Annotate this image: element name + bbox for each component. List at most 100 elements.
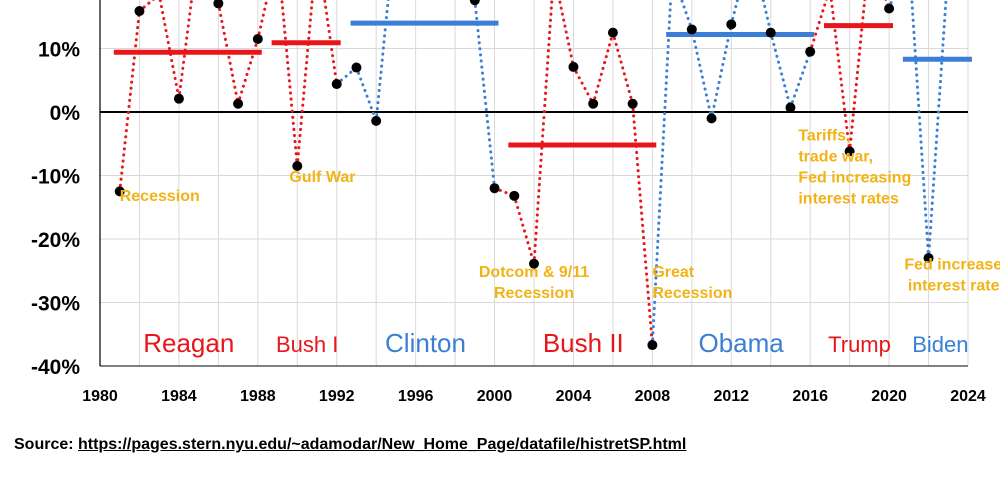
annotation-line: Recession — [652, 285, 732, 302]
return-segment — [177, 0, 194, 101]
return-segment — [473, 0, 497, 190]
return-point-1988 — [252, 33, 263, 44]
president-labels: Reagan Bush I Clinton Bush II Obama Trump Bide… — [143, 328, 968, 358]
annotation-text: Recession — [120, 188, 200, 205]
return-segment — [354, 66, 378, 123]
annotation-text: Fed increased interest rates — [904, 256, 1000, 294]
source-line: Source: https://pages.stern.nyu.edu/~ada… — [14, 436, 686, 454]
return-point-2008 — [647, 340, 658, 351]
return-segment — [280, 0, 299, 168]
annotation-text: Dotcom & 9/11 Recession — [479, 264, 589, 302]
return-point-1986 — [213, 0, 224, 9]
source-link[interactable]: https://pages.stern.nyu.edu/~adamodar/Ne… — [78, 436, 687, 453]
return-segment — [690, 27, 714, 120]
return-point-2018 — [844, 146, 855, 157]
president-label-biden: Biden — [912, 332, 968, 357]
return-segment — [611, 31, 635, 106]
return-segment — [910, 0, 931, 260]
president-label-bush-ii: Bush II — [543, 328, 624, 358]
x-tick-label: 2016 — [792, 388, 828, 405]
y-tick-label: -20% — [31, 229, 80, 252]
return-point-2015 — [785, 102, 796, 113]
annotation-line: Recession — [494, 285, 574, 302]
return-segment — [323, 0, 339, 86]
return-point-2011 — [706, 113, 717, 124]
president-label-trump: Trump — [828, 332, 891, 357]
return-segment — [788, 50, 812, 110]
return-point-2016 — [805, 46, 816, 57]
term-average-bars — [113, 20, 972, 148]
annotation-line: Tariffs, — [798, 128, 850, 145]
return-segment — [335, 66, 358, 86]
return-point-1982 — [134, 6, 145, 17]
return-points — [114, 0, 934, 351]
x-tick-label: 2020 — [871, 388, 907, 405]
return-point-2004 — [568, 61, 579, 72]
axes: 10% 0% -10% -20% -30% -40%1980 1984 1988 1992 199… — [31, 0, 986, 405]
x-tick-label: 1992 — [319, 388, 355, 405]
return-point-1993 — [351, 62, 362, 73]
president-label-clinton: Clinton — [385, 328, 466, 358]
return-point-2005 — [588, 98, 599, 109]
return-segment — [848, 0, 867, 153]
return-segment — [512, 194, 536, 266]
return-point-2000 — [489, 183, 500, 194]
return-point-1987 — [233, 98, 244, 109]
return-point-2012 — [726, 19, 737, 30]
annotation-text: Great Recession — [652, 264, 732, 302]
returns-chart: 10% 0% -10% -20% -30% -40%1980 1984 1988 1992 199… — [31, 0, 1000, 405]
return-point-2006 — [607, 27, 618, 38]
return-segment — [571, 65, 595, 106]
y-tick-label: 0% — [50, 102, 81, 125]
return-segment — [256, 0, 269, 41]
return-segment — [295, 0, 314, 168]
y-tick-label: -30% — [31, 293, 80, 316]
annotation-line: Fed increasing — [798, 170, 911, 187]
annotation-line: Recession — [120, 188, 200, 205]
annotation-line: Fed increased — [904, 256, 1000, 273]
annotation-line: Great — [652, 264, 694, 281]
return-point-1999 — [469, 0, 480, 6]
return-segment — [927, 0, 948, 260]
annotation-line: Gulf War — [289, 169, 355, 186]
return-segment — [118, 9, 141, 193]
return-segment — [236, 37, 260, 106]
return-point-1994 — [371, 115, 382, 126]
source-label: Source: — [14, 436, 74, 453]
return-segment — [808, 0, 828, 54]
x-tick-label: 2000 — [477, 388, 513, 405]
return-lines — [118, 0, 948, 347]
return-segment — [158, 0, 181, 101]
x-tick-label: 1988 — [240, 388, 276, 405]
annotation-line: trade war, — [798, 149, 873, 166]
return-point-2007 — [627, 98, 638, 109]
return-point-1981 — [114, 186, 125, 197]
annotation-text: Tariffs, trade war, Fed increasing interest… — [798, 128, 911, 208]
return-segment — [650, 0, 673, 347]
return-segment — [374, 0, 390, 123]
x-tick-label: 1996 — [398, 388, 434, 405]
return-segment — [769, 31, 792, 110]
x-tick-label: 1984 — [161, 388, 197, 405]
return-point-2022 — [923, 253, 934, 264]
x-tick-label: 1980 — [82, 388, 118, 405]
x-tick-label: 2004 — [556, 388, 592, 405]
president-label-obama: Obama — [699, 328, 785, 358]
return-segment — [137, 0, 155, 13]
return-point-1990 — [292, 160, 303, 171]
return-point-2020 — [884, 3, 895, 14]
return-segment — [591, 31, 615, 106]
return-segment — [557, 0, 575, 69]
return-point-1992 — [331, 79, 342, 90]
return-segment — [216, 1, 240, 106]
president-label-reagan: Reagan — [143, 328, 234, 358]
return-segment — [532, 0, 554, 266]
annotations: Recession Gulf War Dotcom & 9/11 Recession G… — [120, 128, 1000, 303]
annotation-line: interest rates — [798, 191, 899, 208]
annotation-line: interest rates — [908, 277, 1000, 294]
return-point-1984 — [173, 93, 184, 104]
x-tick-label: 2008 — [635, 388, 671, 405]
x-tick-label: 2012 — [713, 388, 749, 405]
return-segment — [680, 0, 694, 31]
return-segment — [710, 22, 733, 120]
